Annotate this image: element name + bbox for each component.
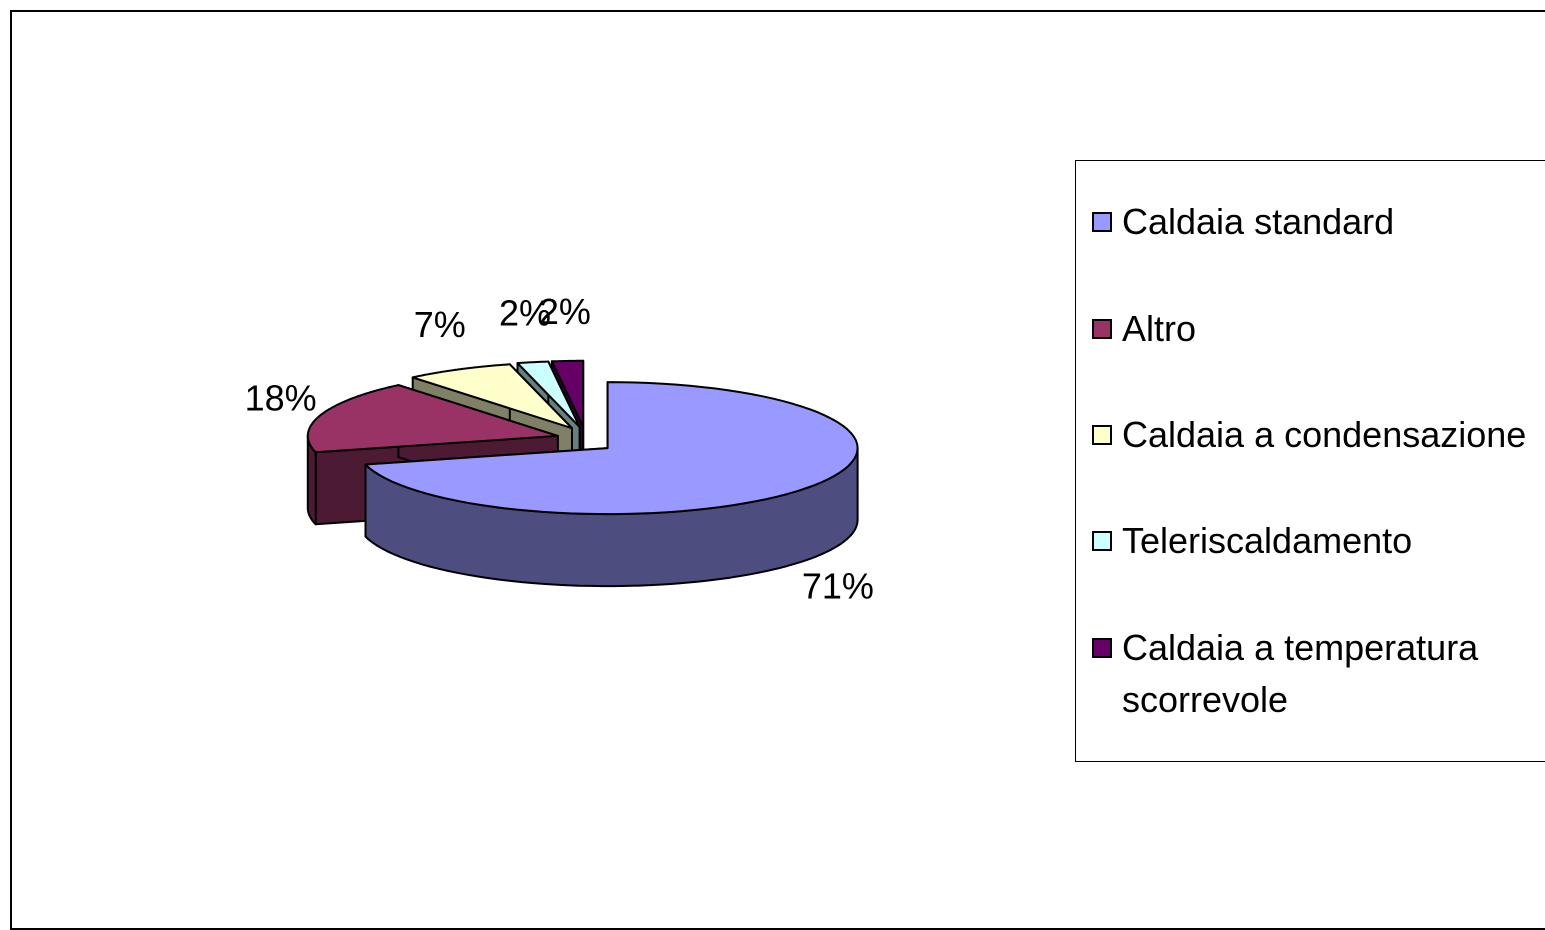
slice-top — [306, 384, 559, 454]
legend-entry: Teleriscaldamento — [1076, 515, 1545, 567]
legend-label: Caldaia a condensazione — [1122, 413, 1527, 455]
pie-slice — [364, 381, 859, 588]
legend-label: Teleriscaldamento — [1122, 520, 1413, 562]
legend-entry: Caldaia standard — [1076, 196, 1545, 248]
data-label: 71% — [802, 566, 874, 607]
slice-top — [550, 359, 585, 428]
slice-top — [364, 381, 859, 516]
legend-label: Caldaia standard — [1122, 201, 1395, 243]
data-label: 18% — [245, 378, 317, 419]
legend-entry: Altro — [1076, 303, 1545, 355]
slice-top — [411, 363, 573, 430]
legend-swatch — [1092, 212, 1112, 233]
legend-swatch — [1092, 637, 1112, 658]
page: 71% 18% 7% 2% 2% Caldaia standard Altro Caldai… — [10, 10, 1545, 930]
legend-label: Caldaia a temperatura scorrevole — [1122, 626, 1479, 720]
legend-entry: Caldaia a temperatura scorrevole — [1076, 622, 1545, 726]
data-label: 7% — [414, 304, 466, 345]
data-label: 2% — [499, 293, 551, 334]
legend: Caldaia standard Altro Caldaia a condensaz… — [1075, 160, 1545, 762]
legend-label: Altro — [1122, 307, 1197, 349]
legend-swatch — [1092, 531, 1112, 552]
legend-entry: Caldaia a condensazione — [1076, 409, 1545, 461]
chart: 71% 18% 7% 2%2% — [245, 291, 874, 607]
legend-swatch — [1092, 318, 1112, 339]
legend-swatch — [1092, 424, 1112, 445]
slice-top — [516, 360, 581, 428]
data-label: 2% — [539, 291, 591, 332]
